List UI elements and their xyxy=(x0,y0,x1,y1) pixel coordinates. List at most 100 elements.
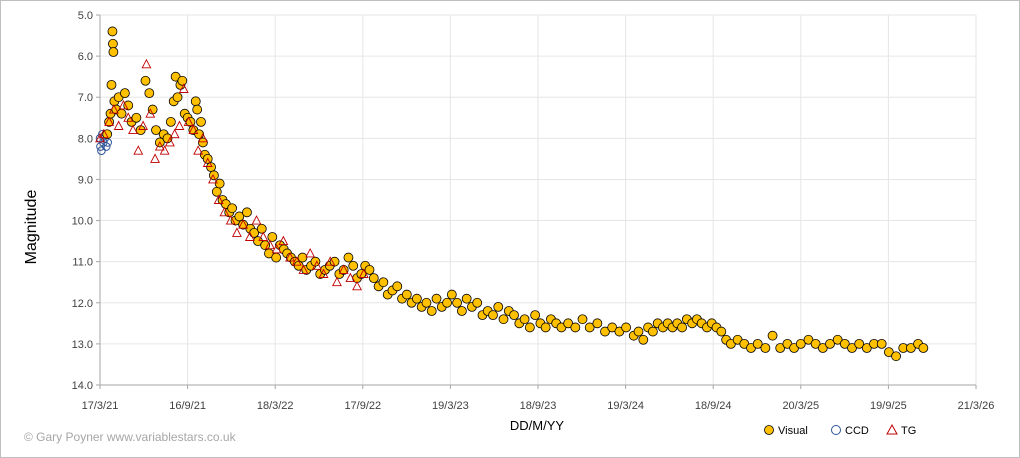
tg-point xyxy=(213,194,224,204)
tg-point xyxy=(244,231,255,241)
visual-point xyxy=(760,343,771,353)
visual-point xyxy=(795,338,806,349)
visual-point xyxy=(378,277,389,288)
visual-point xyxy=(271,252,282,263)
x-tick-label: 19/3/24 xyxy=(607,400,644,412)
visual-point xyxy=(310,256,321,267)
x-tick-label: 20/3/25 xyxy=(782,400,819,412)
visual-point xyxy=(151,125,161,136)
visual-point xyxy=(633,326,644,337)
tg-point xyxy=(183,116,194,126)
tg-point xyxy=(154,141,165,151)
visual-point xyxy=(267,232,278,242)
tg-point xyxy=(352,280,363,291)
y-tick-label: 13.0 xyxy=(72,339,93,351)
tg-point xyxy=(188,124,199,135)
grid-lines xyxy=(99,14,977,386)
legend-ccd-label: CCD xyxy=(845,425,869,437)
visual-point xyxy=(446,289,457,300)
visual-point xyxy=(401,289,412,300)
visual-point xyxy=(638,334,649,345)
visual-point xyxy=(592,318,603,329)
visual-point xyxy=(329,256,340,267)
x-tick-label: 18/9/24 xyxy=(695,400,732,412)
tg-point xyxy=(133,145,144,155)
visual-point xyxy=(524,322,535,333)
visual-point xyxy=(817,343,828,353)
tg-point xyxy=(338,264,349,274)
visual-point xyxy=(839,338,850,349)
tg-point xyxy=(251,215,262,225)
visual-point xyxy=(108,47,119,57)
y-tick-label: 5.0 xyxy=(78,10,93,22)
visual-point xyxy=(426,306,437,316)
visual-point xyxy=(600,326,610,337)
visual-point xyxy=(891,351,901,362)
tg-point xyxy=(225,215,236,225)
visual-point xyxy=(530,310,541,321)
visual-point xyxy=(192,104,203,115)
y-axis-label: Magnitude xyxy=(23,190,40,265)
visual-point xyxy=(918,343,929,353)
visual-point xyxy=(584,322,595,333)
legend-tg-marker xyxy=(886,423,898,435)
x-tick-label: 17/3/21 xyxy=(82,400,119,412)
x-tick-label: 19/9/25 xyxy=(870,400,907,412)
visual-point xyxy=(905,343,916,353)
series-tg xyxy=(95,58,369,291)
tg-point xyxy=(159,145,170,155)
tg-point xyxy=(145,108,156,118)
legend: Visual CCD TG xyxy=(764,423,916,437)
visual-point xyxy=(411,293,422,304)
visual-point xyxy=(677,322,687,333)
y-tick-label: 10.0 xyxy=(72,216,93,228)
tg-point xyxy=(98,128,109,139)
tg-point xyxy=(238,219,249,229)
tg-point xyxy=(332,276,342,287)
visual-point xyxy=(810,338,821,349)
visual-point xyxy=(297,252,308,263)
visual-point xyxy=(227,203,238,214)
tg-point xyxy=(358,268,369,278)
visual-point xyxy=(607,322,618,333)
tg-point xyxy=(123,112,134,122)
visual-point xyxy=(392,281,403,292)
visual-point xyxy=(147,104,158,115)
tg-point xyxy=(285,252,295,262)
visual-point xyxy=(177,75,188,86)
tg-point xyxy=(291,256,302,266)
ccd-point xyxy=(101,142,111,151)
y-tick-label: 14.0 xyxy=(72,380,93,392)
visual-point xyxy=(767,330,778,341)
x-tick-label: 16/9/21 xyxy=(169,400,206,412)
tg-point xyxy=(104,116,115,126)
x-tick-label: 17/9/22 xyxy=(344,400,381,412)
tg-point xyxy=(258,231,269,241)
tg-point xyxy=(113,120,124,130)
visual-point xyxy=(716,326,727,337)
tg-point xyxy=(164,136,175,147)
visual-point xyxy=(825,338,835,349)
tg-point xyxy=(318,268,329,278)
visual-point xyxy=(461,293,472,304)
tg-point xyxy=(208,173,218,184)
visual-point xyxy=(348,260,359,271)
visual-point xyxy=(540,322,551,333)
visual-point xyxy=(442,297,452,308)
tg-point xyxy=(219,206,230,217)
tg-point xyxy=(193,145,204,155)
visual-point xyxy=(883,347,894,358)
visual-point xyxy=(456,306,467,316)
visual-point xyxy=(421,297,432,308)
visual-point xyxy=(123,100,134,111)
legend-ccd-marker xyxy=(831,425,841,435)
tg-point xyxy=(305,247,316,258)
visual-point xyxy=(119,88,130,99)
visual-point xyxy=(242,207,252,218)
legend-visual-label: Visual xyxy=(778,425,808,437)
visual-point xyxy=(832,334,843,345)
x-tick-label: 18/3/22 xyxy=(257,400,294,412)
tg-point xyxy=(298,264,309,274)
tg-point xyxy=(169,128,180,139)
visual-point xyxy=(211,186,222,197)
